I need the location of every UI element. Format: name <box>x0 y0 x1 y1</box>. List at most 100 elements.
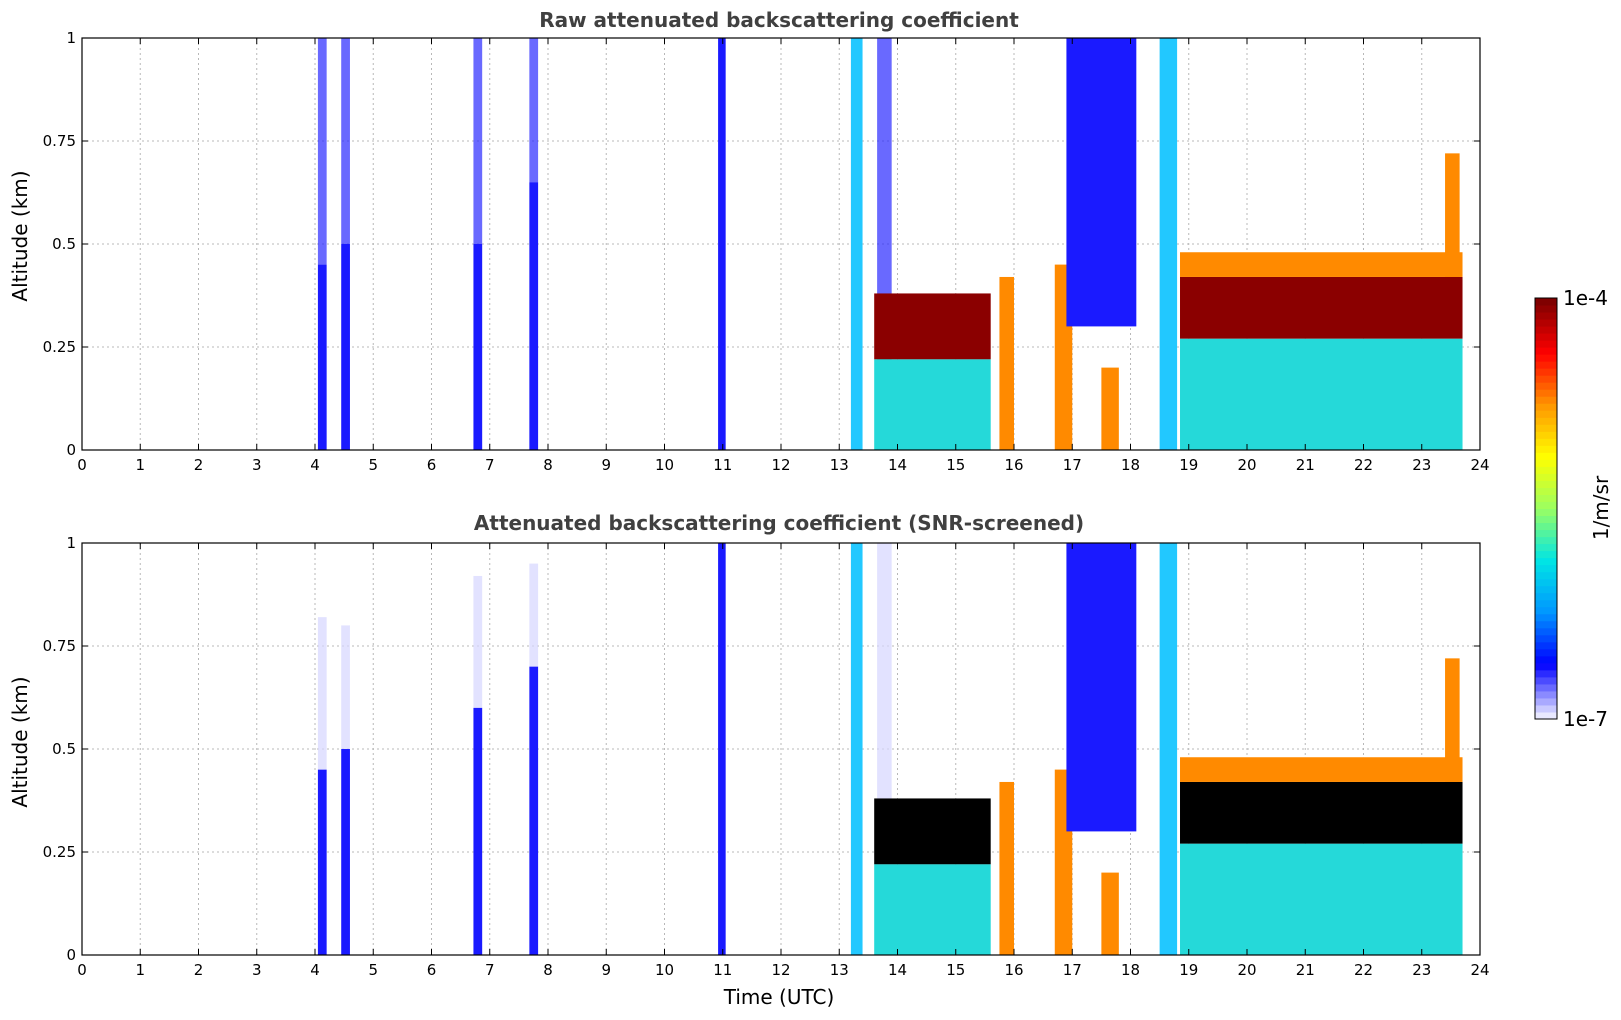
colorbar-segment <box>1535 515 1557 524</box>
x-tick-label: 8 <box>543 961 553 979</box>
colorbar-segment <box>1535 655 1557 664</box>
colorbar-segment <box>1535 340 1557 348</box>
backscatter-cell <box>1180 338 1463 450</box>
colorbar-segment <box>1535 634 1557 643</box>
backscatter-cell <box>1159 38 1178 450</box>
colorbar-segment <box>1535 571 1557 580</box>
colorbar-segment <box>1535 662 1557 671</box>
colorbar-segment <box>1535 508 1557 517</box>
x-tick-label: 23 <box>1412 961 1431 979</box>
x-tick-label: 16 <box>1004 456 1023 474</box>
colorbar-segment <box>1535 410 1557 418</box>
colorbar-segment <box>1535 319 1557 327</box>
colorbar-segment <box>1535 536 1557 545</box>
colorbar-segment <box>1535 333 1557 341</box>
x-tick-label: 7 <box>485 961 495 979</box>
backscatter-cell <box>473 244 483 450</box>
x-tick-label: 12 <box>771 456 790 474</box>
backscatter-cell <box>718 543 726 955</box>
backscatter-cell <box>341 625 350 749</box>
colorbar-segment <box>1535 347 1557 355</box>
x-tick-label: 20 <box>1237 961 1256 979</box>
colorbar-segment <box>1535 354 1557 362</box>
colorbar-segment <box>1535 599 1557 608</box>
colorbar-segment <box>1535 452 1557 460</box>
backscatter-cell <box>341 38 350 244</box>
time-axis-label: Time (UTC) <box>723 985 835 1009</box>
backscatter-cell <box>877 38 892 306</box>
backscatter-cell <box>1066 38 1137 327</box>
x-tick-label: 17 <box>1063 961 1082 979</box>
colorbar-segment <box>1535 585 1557 594</box>
colorbar-segment <box>1535 389 1557 397</box>
colorbar-segment <box>1535 529 1557 538</box>
backscatter-cell <box>999 781 1014 955</box>
backscatter-cell <box>317 617 327 770</box>
y-tick-label: 0.25 <box>43 338 76 356</box>
x-tick-label: 7 <box>485 456 495 474</box>
colorbar-segment <box>1535 690 1557 699</box>
colorbar-segment <box>1535 445 1557 453</box>
x-tick-label: 1 <box>135 456 145 474</box>
colorbar-segment <box>1535 669 1557 678</box>
backscatter-cell <box>1066 543 1137 832</box>
x-tick-label: 4 <box>310 961 320 979</box>
colorbar-segment <box>1535 396 1557 404</box>
colorbar-segments <box>1535 298 1557 720</box>
x-tick-label: 16 <box>1004 961 1023 979</box>
x-tick-label: 13 <box>830 456 849 474</box>
x-tick-label: 14 <box>888 456 907 474</box>
colorbar-min-label: 1e-7 <box>1563 707 1608 731</box>
x-tick-label: 17 <box>1063 456 1082 474</box>
x-tick-label: 12 <box>771 961 790 979</box>
y-tick-label: 0.25 <box>43 843 76 861</box>
x-tick-label: 19 <box>1179 961 1198 979</box>
x-tick-label: 5 <box>368 456 378 474</box>
y-tick-label: 0.75 <box>43 637 76 655</box>
x-tick-label: 9 <box>601 456 611 474</box>
colorbar-segment <box>1535 613 1557 622</box>
x-tick-label: 8 <box>543 456 553 474</box>
raw-panel-ylabel: Altitude (km) <box>8 170 32 301</box>
colorbar-segment <box>1535 578 1557 587</box>
backscatter-cell <box>850 543 863 955</box>
x-tick-label: 2 <box>194 961 204 979</box>
y-tick-label: 0.75 <box>43 132 76 150</box>
colorbar-segment <box>1535 676 1557 685</box>
colorbar-segment <box>1535 501 1557 509</box>
x-tick-label: 11 <box>713 961 732 979</box>
backscatter-cell <box>341 244 350 450</box>
colorbar-segment <box>1535 543 1557 552</box>
backscatter-cell <box>317 264 327 450</box>
x-tick-label: 15 <box>946 456 965 474</box>
x-tick-label: 22 <box>1354 961 1373 979</box>
x-tick-label: 0 <box>77 456 87 474</box>
screened-panel-data <box>317 543 1463 955</box>
backscatter-cell <box>529 563 539 667</box>
colorbar-segment <box>1535 627 1557 636</box>
colorbar-segment <box>1535 480 1557 488</box>
backscatter-cell <box>1180 276 1463 339</box>
screened-backscatter-panel: Attenuated backscattering coefficient (S… <box>8 511 1490 1009</box>
colorbar-segment <box>1535 403 1557 411</box>
x-tick-label: 14 <box>888 961 907 979</box>
colorbar-segment <box>1535 312 1557 320</box>
x-tick-label: 0 <box>77 961 87 979</box>
x-tick-label: 18 <box>1121 456 1140 474</box>
colorbar-segment <box>1535 557 1557 566</box>
raw-panel-title: Raw attenuated backscattering coefficien… <box>539 8 1019 32</box>
x-tick-label: 24 <box>1470 456 1489 474</box>
colorbar-segment <box>1535 704 1557 713</box>
backscatter-cell <box>1101 872 1119 955</box>
x-tick-label: 21 <box>1296 456 1315 474</box>
backscatter-cell <box>874 798 991 865</box>
screened-panel-ylabel: Altitude (km) <box>8 676 32 807</box>
backscatter-cell <box>317 38 327 265</box>
colorbar-segment <box>1535 326 1557 334</box>
screened-panel-yticks: 0 0.25 0.5 0.75 1 <box>43 534 1480 964</box>
colorbar-segment <box>1535 459 1557 467</box>
colorbar-segment <box>1535 431 1557 439</box>
colorbar-max-label: 1e-4 <box>1563 286 1608 310</box>
x-tick-label: 13 <box>830 961 849 979</box>
